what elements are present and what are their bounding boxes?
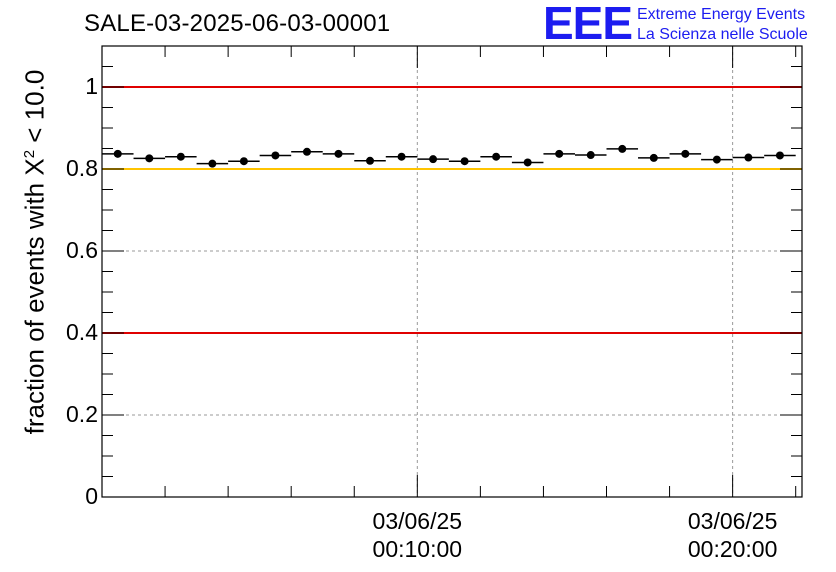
data-point-marker <box>492 152 501 161</box>
data-point <box>354 156 386 165</box>
data-point <box>574 151 607 160</box>
logo-line-1: Extreme Energy Events <box>637 6 806 23</box>
data-point-marker <box>523 158 532 167</box>
data-point <box>701 155 733 164</box>
data-point-marker <box>271 151 280 160</box>
data-point <box>417 155 449 164</box>
chart-title: SALE-03-2025-06-03-00001 <box>84 10 391 37</box>
logo-line-2: La Scienza nelle Scuole <box>637 26 808 43</box>
data-point <box>385 152 418 161</box>
plot-frame <box>101 45 803 498</box>
y-tick-label: 0.4 <box>66 319 98 345</box>
data-point-marker <box>744 153 753 162</box>
grid-layer <box>102 46 802 497</box>
data-point-marker <box>113 149 122 158</box>
data-point-marker <box>366 156 375 165</box>
data-point-marker <box>239 157 248 166</box>
data-point-marker <box>775 151 784 160</box>
x-tick-label-time: 00:10:00 <box>372 536 463 562</box>
y-tick-label: 0 <box>85 483 98 509</box>
x-tick-label-time: 00:20:00 <box>687 536 778 562</box>
data-point <box>448 157 481 166</box>
data-point <box>228 157 260 166</box>
data-point <box>165 152 197 161</box>
x-tick-label: 03/06/25 00:10:00 <box>352 507 482 563</box>
data-point <box>606 144 639 153</box>
data-point <box>669 149 702 158</box>
y-tick-label: 0.2 <box>66 401 98 427</box>
data-point-marker <box>649 153 658 162</box>
y-axis-label-sup: 2 <box>21 149 38 159</box>
y-tick-label: 1 <box>85 73 98 99</box>
data-point <box>196 159 229 168</box>
data-point <box>511 158 544 167</box>
data-point <box>543 149 575 158</box>
data-point-marker <box>208 159 217 168</box>
data-point <box>322 149 355 158</box>
data-point-marker <box>429 155 438 164</box>
y-axis-label-prefix: fraction of events with <box>19 182 50 435</box>
data-points <box>102 144 796 168</box>
x-tick-label: 03/06/25 00:20:00 <box>668 507 798 563</box>
data-point <box>291 147 323 156</box>
x-tick-label-date: 03/06/25 <box>687 508 778 534</box>
data-point-marker <box>397 152 406 161</box>
data-point-marker <box>586 151 595 160</box>
data-point-marker <box>302 147 311 156</box>
data-point <box>732 153 765 162</box>
data-point-marker <box>712 155 721 164</box>
data-point-marker <box>460 157 469 166</box>
y-tick-label: 0.8 <box>66 155 98 181</box>
data-point-marker <box>176 152 185 161</box>
x-tick-label-date: 03/06/25 <box>372 508 463 534</box>
data-point-marker <box>334 149 343 158</box>
data-point-marker <box>681 149 690 158</box>
data-point <box>638 153 670 162</box>
data-point <box>480 152 512 161</box>
data-point-marker <box>145 154 154 163</box>
reference-lines <box>102 86 802 334</box>
y-tick-label: 0.6 <box>66 237 98 263</box>
axes <box>101 45 803 498</box>
eee-logo-mark: EEE <box>543 0 633 49</box>
data-point <box>259 151 292 160</box>
data-point <box>133 154 166 163</box>
data-point-marker <box>618 144 627 153</box>
data-point <box>102 149 134 158</box>
data-point <box>764 151 796 160</box>
data-point-marker <box>555 149 564 158</box>
